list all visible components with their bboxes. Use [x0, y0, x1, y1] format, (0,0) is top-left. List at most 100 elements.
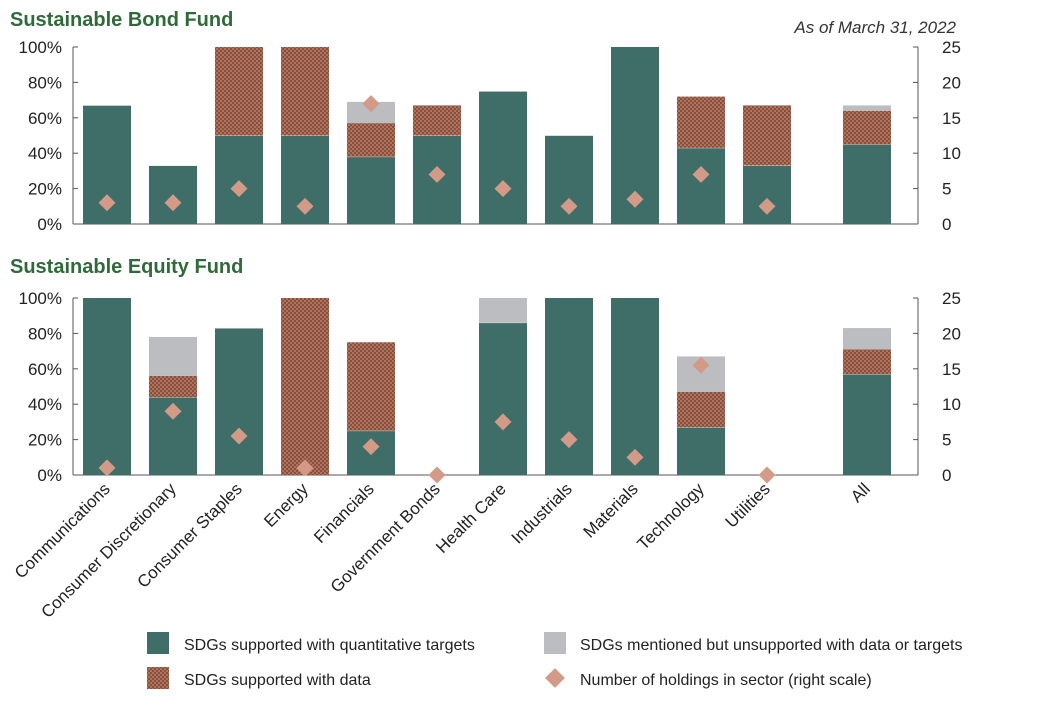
y2-tick-label: 5 [942, 180, 951, 199]
category-label: Utilities [722, 479, 774, 531]
holdings-marker [362, 438, 380, 456]
holdings-marker [296, 459, 314, 477]
bar-quant [743, 165, 791, 224]
category-label: Consumer Discretionary [37, 479, 180, 622]
holdings-marker [98, 194, 116, 212]
holdings-marker [692, 165, 710, 183]
holdings-marker [98, 459, 116, 477]
holdings-marker [626, 448, 644, 466]
bar-data [347, 342, 395, 431]
bar-data [677, 391, 725, 428]
y-tick-label: 20% [28, 180, 62, 199]
holdings-marker [230, 427, 248, 445]
bar-quant [545, 298, 593, 475]
holdings-marker [230, 180, 248, 198]
holdings-marker [164, 194, 182, 212]
holdings-marker [560, 431, 578, 449]
bar-quant [843, 144, 891, 224]
holdings-marker [428, 466, 446, 484]
holdings-marker [296, 197, 314, 215]
category-label: Financials [310, 479, 378, 547]
bar-mentioned [479, 298, 527, 323]
category-label: All [847, 479, 874, 506]
y-tick-label: 60% [28, 109, 62, 128]
y2-tick-label: 10 [942, 395, 961, 414]
holdings-marker [494, 180, 512, 198]
category-label: Health Care [432, 479, 510, 557]
y2-tick-label: 25 [942, 289, 961, 308]
legend-holdings-diamond [545, 668, 565, 688]
bar-data [743, 105, 791, 166]
bar-data [281, 298, 329, 475]
y2-tick-label: 0 [942, 215, 951, 234]
holdings-marker [758, 466, 776, 484]
chart-title: Sustainable Bond Fund [10, 9, 233, 31]
legend-data-swatch [147, 667, 169, 689]
y2-tick-label: 0 [942, 466, 951, 485]
bar-data [215, 47, 263, 136]
holdings-marker [758, 197, 776, 215]
legend-mentioned-swatch [544, 632, 566, 654]
holdings-marker [428, 165, 446, 183]
bar-data [347, 123, 395, 157]
y2-tick-label: 15 [942, 109, 961, 128]
bar-mentioned [347, 101, 395, 124]
category-label: Energy [260, 479, 312, 531]
bar-data [677, 96, 725, 148]
as-of-date: As of March 31, 2022 [793, 18, 956, 37]
y2-tick-label: 15 [942, 360, 961, 379]
legend: SDGs supported with quantitative targets… [147, 632, 962, 689]
category-label: Industrials [508, 479, 576, 547]
y2-tick-label: 10 [942, 144, 961, 163]
bar-quant [843, 374, 891, 475]
y2-tick-label: 5 [942, 431, 951, 450]
holdings-marker [560, 197, 578, 215]
bar-data [843, 110, 891, 145]
legend-data-label: SDGs supported with data [184, 672, 371, 689]
bar-quant [479, 91, 527, 224]
bar-data [413, 105, 461, 136]
y-tick-label: 20% [28, 431, 62, 450]
holdings-marker [164, 402, 182, 420]
holdings-marker [494, 413, 512, 431]
category-label: Materials [580, 479, 642, 541]
holdings-marker [692, 356, 710, 374]
bar-data [843, 349, 891, 375]
y-tick-label: 80% [28, 324, 62, 343]
bar-quant [215, 135, 263, 224]
y-tick-label: 40% [28, 144, 62, 163]
y-tick-label: 0% [37, 466, 62, 485]
bar-quant [677, 147, 725, 224]
bar-mentioned [843, 328, 891, 350]
y2-tick-label: 20 [942, 73, 961, 92]
y2-tick-label: 20 [942, 324, 961, 343]
bar-quant [479, 322, 527, 475]
y-tick-label: 40% [28, 395, 62, 414]
y-tick-label: 80% [28, 73, 62, 92]
bar-quant [347, 156, 395, 224]
bar-data [281, 47, 329, 136]
y-tick-label: 0% [37, 215, 62, 234]
category-label: Technology [634, 479, 709, 554]
bar-mentioned [843, 105, 891, 111]
y-tick-label: 60% [28, 360, 62, 379]
y-tick-label: 100% [19, 289, 62, 308]
y-tick-label: 100% [19, 38, 62, 57]
bar-mentioned [149, 336, 197, 376]
bar-quant [215, 328, 263, 475]
legend-quant-label: SDGs supported with quantitative targets [184, 637, 475, 654]
legend-holdings-label: Number of holdings in sector (right scal… [580, 672, 872, 689]
bar-quant [83, 298, 131, 475]
bar-data [149, 375, 197, 398]
y2-tick-label: 25 [942, 38, 961, 57]
legend-mentioned-label: SDGs mentioned but unsupported with data… [580, 637, 962, 654]
bar-quant [677, 427, 725, 475]
bar-quant [611, 298, 659, 475]
chart-title: Sustainable Equity Fund [10, 256, 243, 278]
holdings-marker [362, 95, 380, 113]
legend-quant-swatch [147, 632, 169, 654]
bond-fund-panel: Sustainable Bond Fund 0% 20% 40% 60% 80% 100% 0… [10, 9, 961, 234]
equity-fund-panel: Sustainable Equity Fund0%20%40%60%80%100… [10, 256, 961, 485]
